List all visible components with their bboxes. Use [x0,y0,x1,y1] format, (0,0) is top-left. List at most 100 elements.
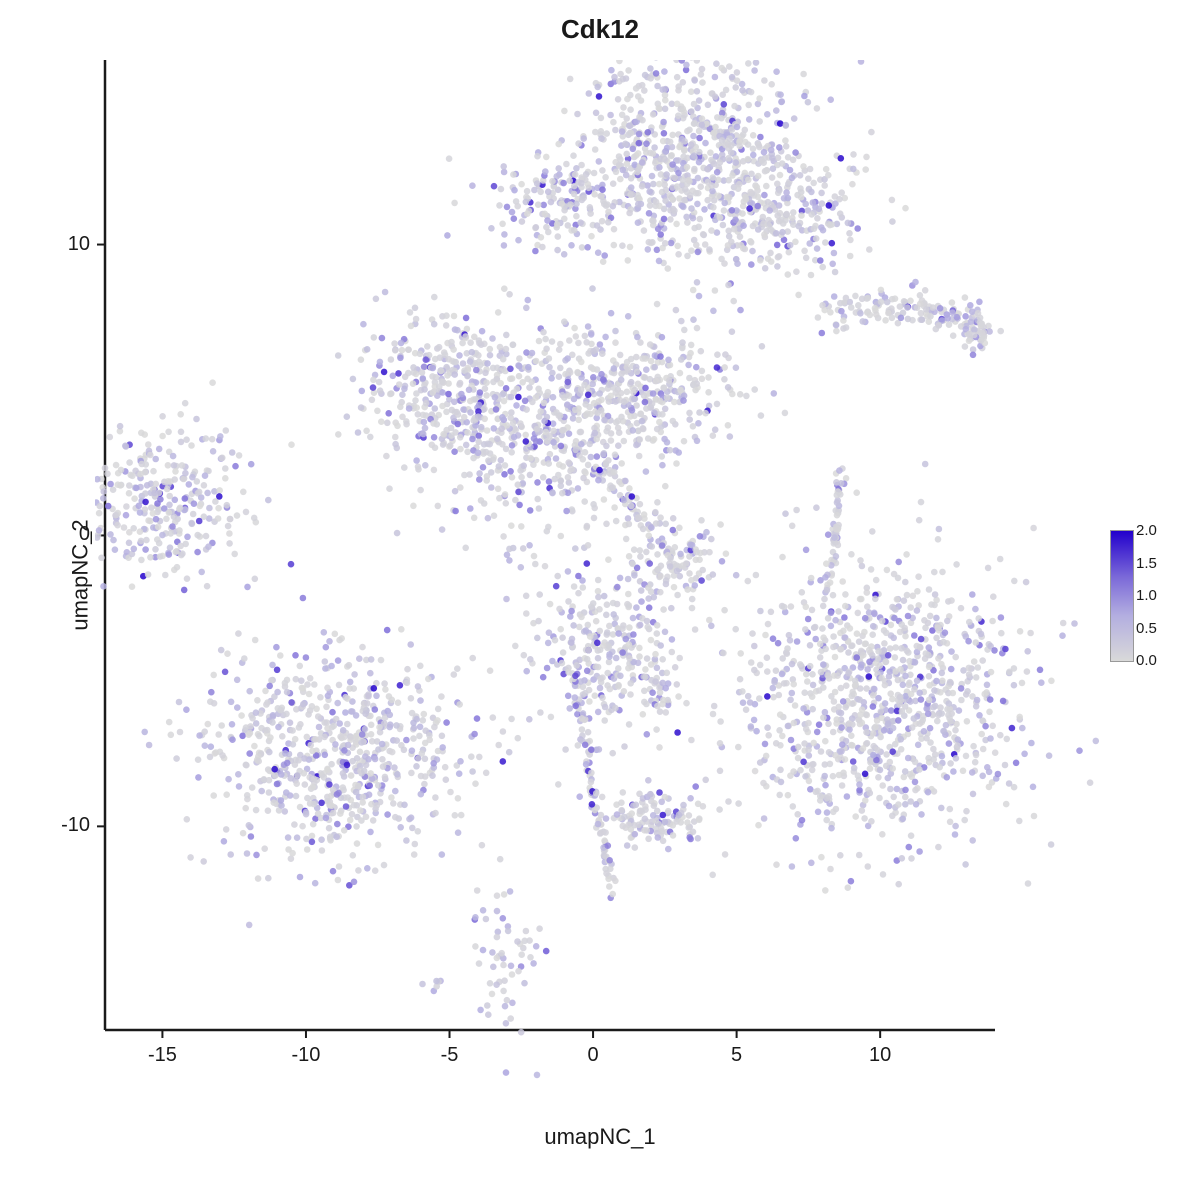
data-point [97,503,104,510]
data-point [840,698,847,705]
data-point [640,526,647,533]
data-point [191,500,198,507]
data-point [789,863,796,870]
data-point [864,309,871,316]
data-point [301,755,308,762]
data-point [142,469,149,476]
data-point [602,704,609,711]
data-point [692,582,699,589]
data-point [542,168,549,175]
data-point [573,213,580,220]
data-point [198,569,205,576]
data-point [207,698,214,705]
data-point [598,407,605,414]
data-point [503,346,510,353]
data-point [468,753,475,760]
data-point [447,442,454,449]
data-point [548,199,555,206]
data-point [909,724,916,731]
data-point [604,201,611,208]
data-point [690,287,697,294]
data-point [816,687,823,694]
data-point [455,421,462,428]
data-point [889,696,896,703]
data-point [464,429,471,436]
data-point [689,596,696,603]
data-point [926,697,933,704]
data-point [649,173,656,180]
data-point [706,246,713,253]
data-point [626,721,633,728]
data-point [654,499,661,506]
data-point [309,833,316,840]
data-point [100,495,107,502]
data-point [810,199,817,206]
data-point [312,880,319,887]
data-point [809,706,816,713]
data-point [245,731,252,738]
data-point [669,196,676,203]
data-point [144,482,151,489]
data-point [813,789,820,796]
data-point [737,650,744,657]
data-point [987,735,994,742]
data-point [859,563,866,570]
data-point [252,576,259,583]
data-point [751,67,758,74]
data-point [394,423,401,430]
data-point [694,88,701,95]
data-point [392,788,399,795]
data-point [572,703,579,710]
data-point [600,376,607,383]
data-point [902,205,909,212]
data-point [688,205,695,212]
data-point [565,459,572,466]
data-point [1011,578,1018,585]
data-point [721,376,728,383]
data-point [384,627,391,634]
data-point [715,193,722,200]
data-point [810,761,817,768]
data-point [344,794,351,801]
data-point [699,115,706,122]
data-point [878,299,885,306]
data-point [676,525,683,532]
data-point [991,647,998,654]
data-point [856,781,863,788]
data-point [906,844,913,851]
data-point [857,596,864,603]
data-point [637,501,644,508]
data-point [557,365,564,372]
data-point [887,645,894,652]
data-point [785,792,792,799]
data-point [534,180,541,187]
data-point [755,194,762,201]
data-point [904,647,911,654]
data-point [906,682,913,689]
data-point [661,68,668,75]
data-point [659,453,666,460]
data-point [657,708,664,715]
data-point [920,717,927,724]
data-point [748,89,755,96]
data-point [595,477,602,484]
data-point [654,247,661,254]
data-point [631,546,638,553]
data-point [1002,646,1009,653]
data-point [110,537,117,544]
data-point [407,309,414,316]
data-point [847,625,854,632]
data-point [598,135,605,142]
data-point [737,676,744,683]
data-point [641,688,648,695]
data-point [848,732,855,739]
data-point [773,861,780,868]
data-point [413,763,420,770]
data-point [665,265,672,272]
data-point [779,671,786,678]
data-point [334,791,341,798]
data-point [895,575,902,582]
data-point [570,415,577,422]
data-point [288,441,295,448]
data-point [612,451,619,458]
